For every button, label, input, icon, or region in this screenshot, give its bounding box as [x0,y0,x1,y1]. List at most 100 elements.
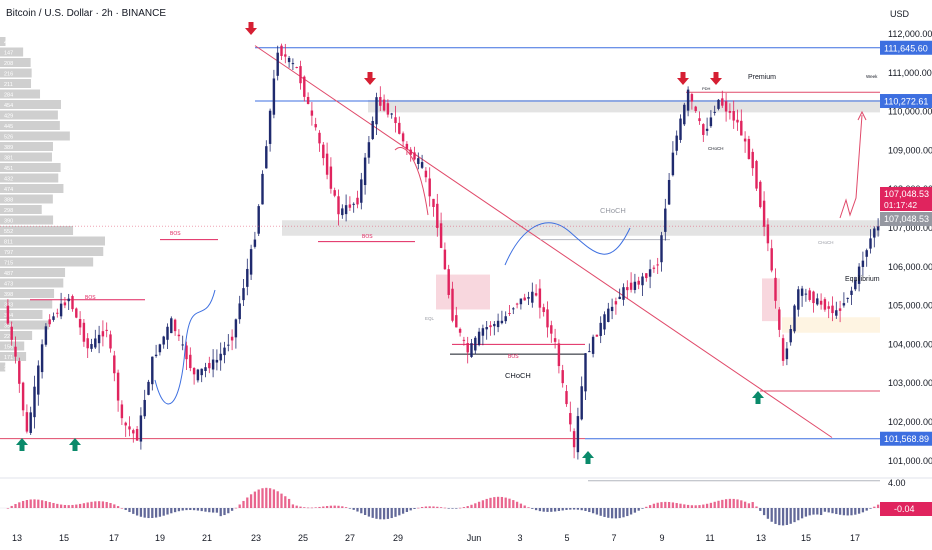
oscillator-bar [755,506,758,508]
oscillator-bar [314,507,317,508]
candle-body [542,307,545,313]
candle-body [151,356,154,385]
candle-body [462,339,466,341]
candle-body [565,391,568,405]
candle-body [728,110,732,113]
oscillator-bar [44,501,48,508]
candle-body [219,353,222,361]
volume-profile-label: 208 [4,61,13,67]
oscillator-bar [143,508,146,518]
oscillator-bar [337,505,340,508]
candle-body [660,235,663,263]
candle-body [363,157,367,186]
candle-body [846,297,849,299]
oscillator-bar [413,508,416,509]
candle-body [56,312,59,314]
candle-body [371,120,374,140]
candle-body [177,334,181,337]
currency-label[interactable]: USD [890,9,910,19]
oscillator-bar [751,502,754,508]
oscillator-bar [189,508,192,511]
oscillator-bar [641,508,644,509]
chart-annotation: CHoCH [708,146,724,151]
x-tick-label: 17 [109,533,119,543]
chart-annotation: BOS [85,295,96,301]
candle-body [519,298,523,305]
candle-body [86,338,89,349]
oscillator-bar [470,504,473,508]
oscillator-bar [629,508,633,515]
volume-profile-bar [0,163,61,172]
candle-body [637,280,640,285]
oscillator-bar [819,508,823,516]
x-tick-label: 7 [611,533,616,543]
oscillator-bar [234,507,238,509]
candle-body [268,110,272,144]
oscillator-bar [462,507,466,508]
candle-body [303,76,306,97]
oscillator-bar [626,508,629,517]
oscillator-bar [588,508,591,513]
oscillator-bar [474,503,477,508]
candle-body [67,298,70,302]
oscillator-bar [576,508,580,510]
x-tick-label: 25 [298,533,308,543]
candle-body [432,198,435,207]
oscillator-tick-label: 4.00 [888,478,906,488]
candle-body [781,338,785,361]
candle-body [470,343,473,357]
oscillator-bar [857,508,861,514]
volume-profile-label: 454 [4,103,13,109]
candle-body [857,266,861,284]
candle-body [284,54,287,57]
oscillator-bar [797,508,800,521]
candle-body [812,291,815,304]
oscillator-bar [196,508,200,511]
oscillator-bar [29,499,32,508]
candle-body [451,288,454,321]
oscillator-bar [713,501,716,508]
oscillator-bar [527,507,530,508]
oscillator-bar [94,501,97,508]
candle-body [37,365,40,395]
candle-body [14,346,17,357]
volume-profile-label: 390 [4,219,13,225]
y-tick-label: 109,000.00 [888,145,932,155]
oscillator-bar [276,491,279,508]
oscillator-bar [721,499,724,508]
candle-body [865,250,868,257]
candle-body [379,97,382,106]
oscillator-bar [500,496,504,508]
candle-body [842,303,846,306]
oscillator-current-label: -0.04 [894,504,915,514]
candle-body [238,303,241,320]
chart-title: Bitcoin / U.S. Dollar · 2h · BINANCE [6,8,167,19]
x-tick-label: 19 [155,533,165,543]
x-tick-label: 15 [59,533,69,543]
oscillator-bar [109,503,112,508]
oscillator-bar [249,494,253,508]
volume-profile-label: 383 [4,303,13,309]
candle-body [344,205,348,215]
candle-body [797,289,800,310]
candle-body [774,277,777,301]
candle-body [531,291,534,303]
oscillator-bar [607,508,610,518]
volume-profile-bar [0,278,64,288]
candle-body [261,173,264,205]
oscillator-bar [603,508,606,517]
oscillator-bar [200,508,203,512]
oscillator-bar [694,505,697,508]
volume-profile-bar [0,173,59,183]
oscillator-bar [63,504,67,508]
candle-body [447,269,450,295]
candle-body [196,369,200,381]
candle-body [215,359,219,363]
y-tick-label: 102,000.00 [888,417,932,427]
volume-profile-label: 398 [4,292,13,298]
candle-body [147,381,150,395]
candle-body [474,337,477,351]
volume-profile-bar [0,68,32,78]
oscillator-bar [10,505,13,508]
